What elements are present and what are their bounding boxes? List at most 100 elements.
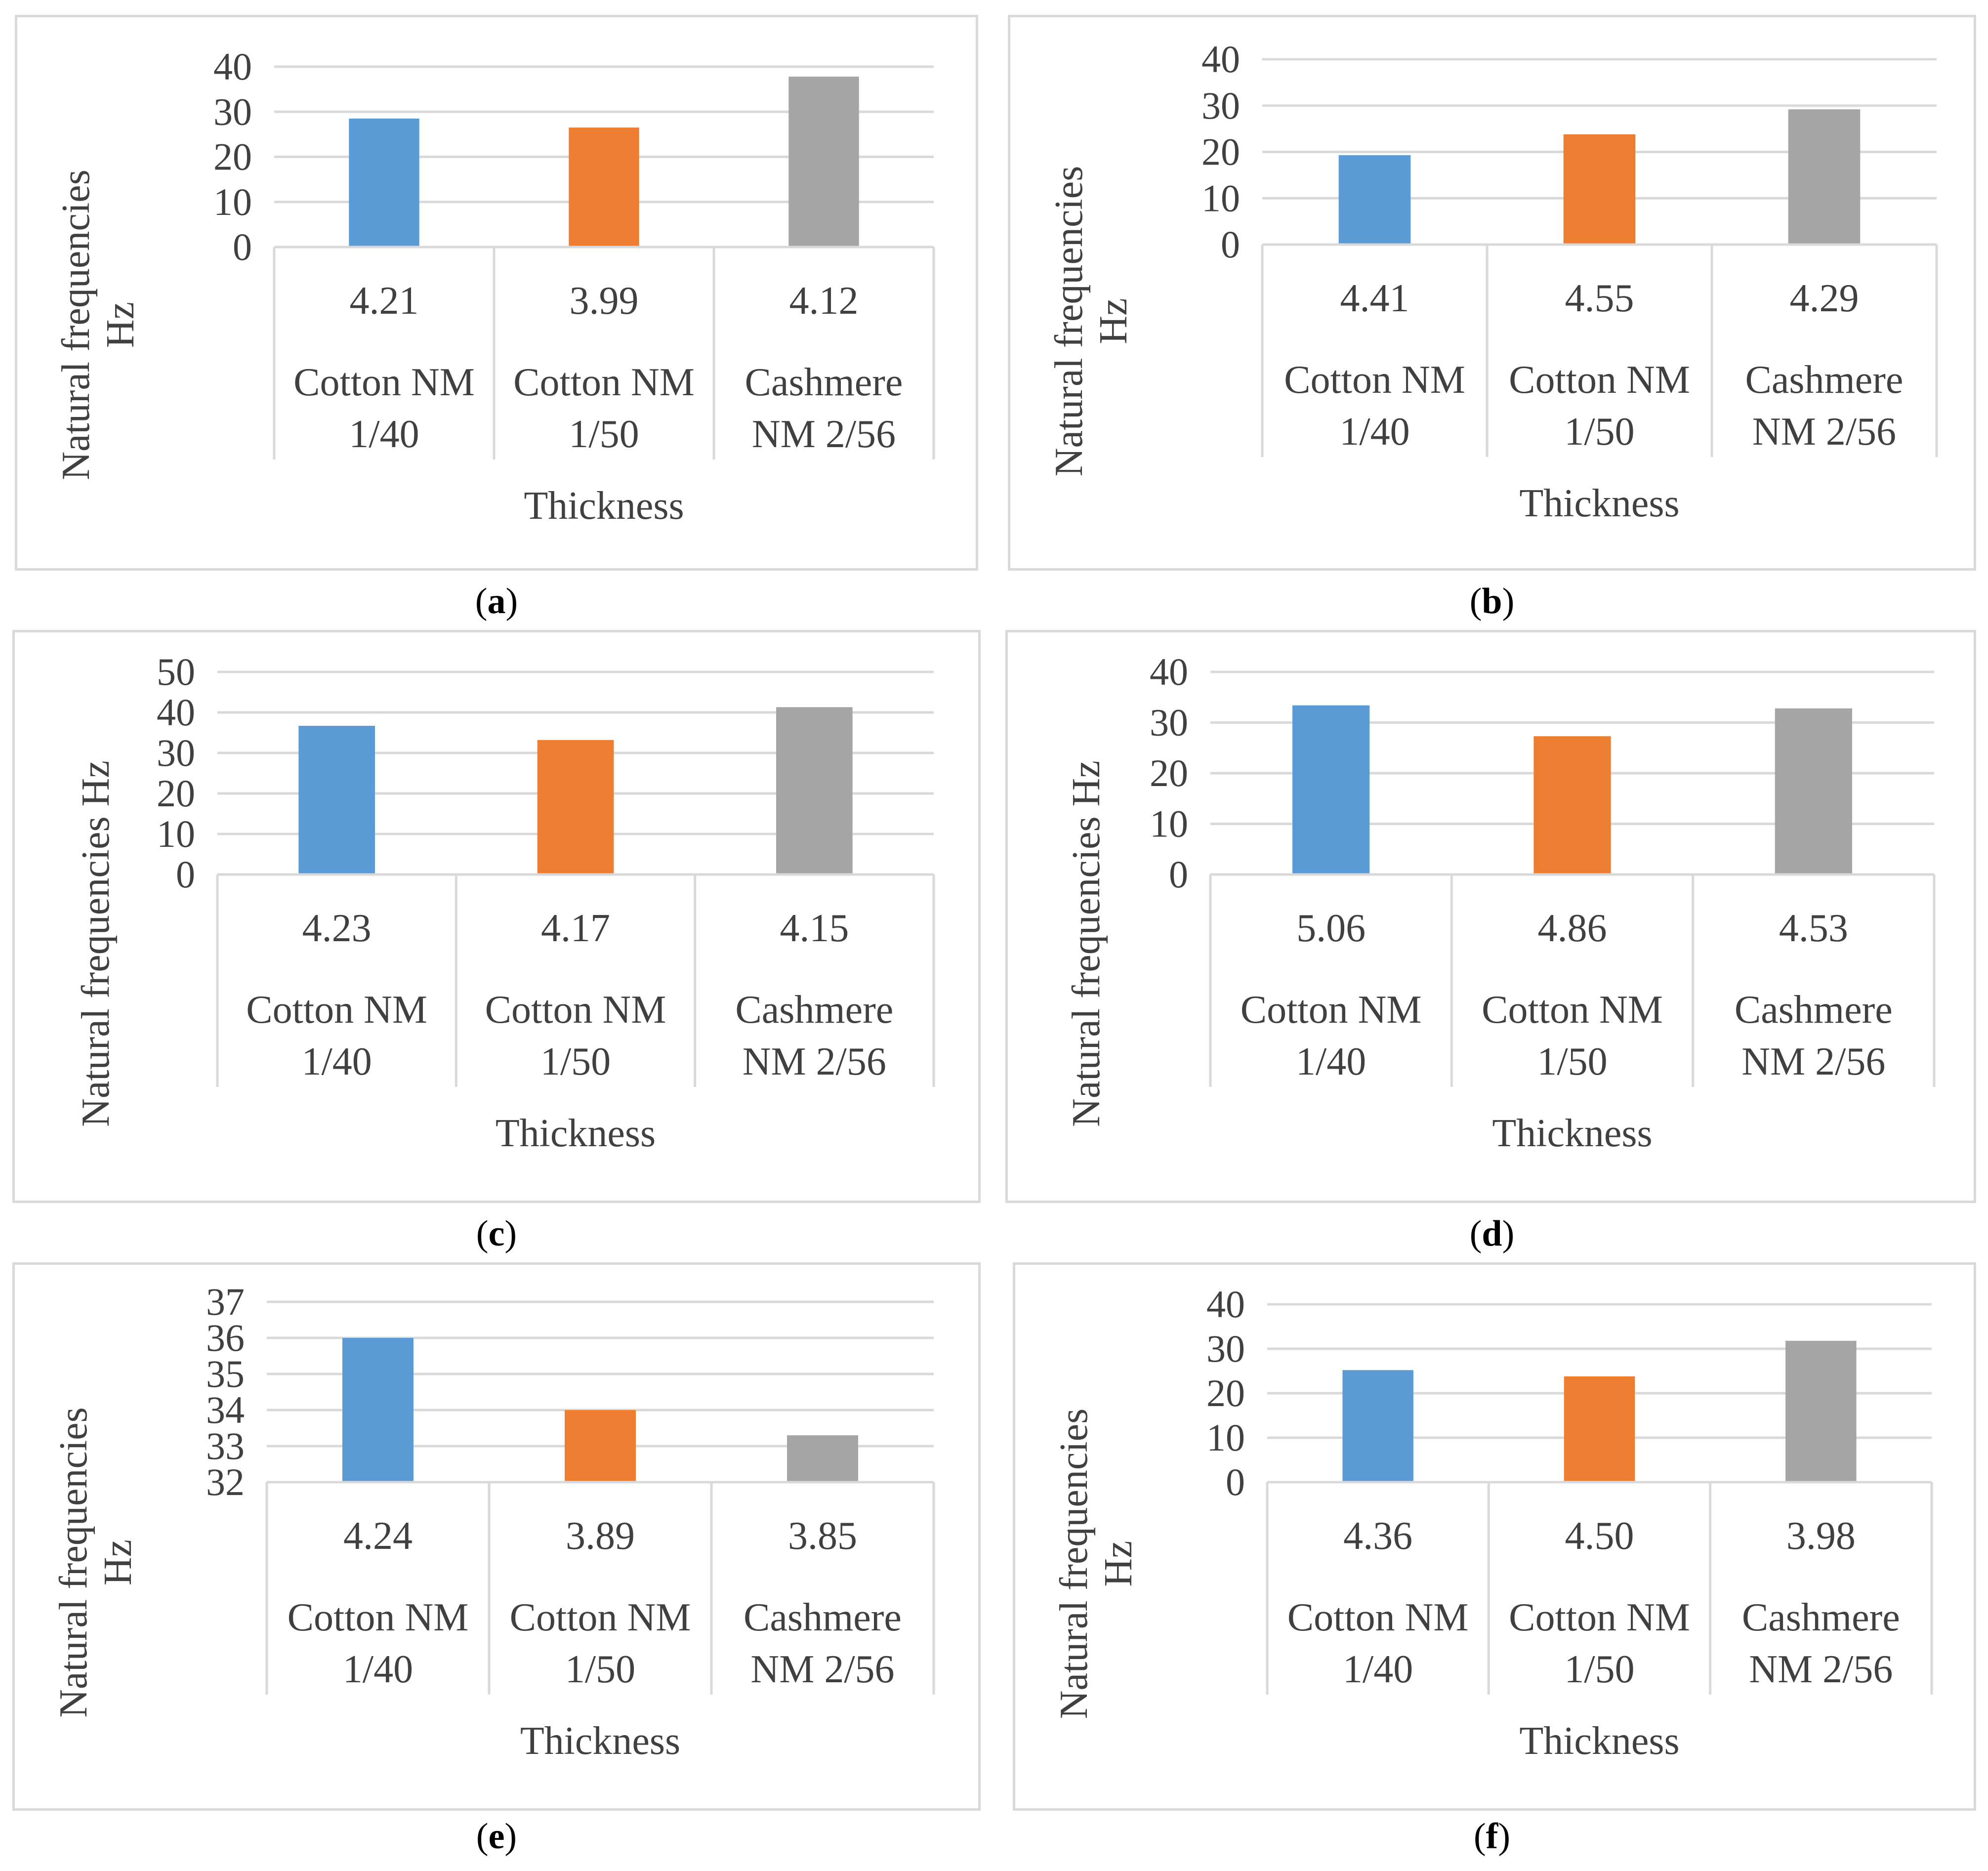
x-axis-title-d: Thickness	[1492, 1112, 1652, 1155]
y-axis-title-b: Natural frequenciesHz	[1047, 166, 1135, 477]
x-category-name-e-0-0: Cotton NM	[288, 1596, 469, 1639]
chart-panel-d: 0 10 20 30 40 Natural frequencies Hz 5.06 Cotto…	[1005, 630, 1976, 1203]
bar-f-2	[1785, 1340, 1857, 1482]
bar-f-1	[1564, 1376, 1635, 1482]
y-tick-label-d-0: 0	[1169, 853, 1188, 896]
x-category-value-d-0: 5.06	[1296, 907, 1366, 950]
x-category-value-c-2: 4.15	[780, 907, 849, 950]
x-category-name-a-0-1: 1/40	[349, 413, 419, 456]
bar-e-1	[565, 1410, 636, 1482]
x-category-name-f-0-1: 1/40	[1343, 1648, 1413, 1691]
y-tick-label-a-2: 20	[213, 135, 252, 178]
y-axis-title-d: Natural frequencies Hz	[1065, 760, 1108, 1127]
x-category-value-c-0: 4.23	[302, 907, 372, 950]
x-category-name-d-2-0: Cashmere	[1735, 988, 1893, 1032]
y-tick-label-e-0: 32	[206, 1460, 245, 1503]
x-category-name-e-1-0: Cotton NM	[510, 1596, 691, 1639]
x-category-name-b-1-1: 1/50	[1564, 410, 1634, 454]
y-tick-label-f-3: 30	[1206, 1327, 1245, 1370]
x-category-value-a-2: 4.12	[789, 279, 859, 323]
chart-panel-f: 0 10 20 30 40 Natural frequenciesHz 4.36 Cotton…	[1013, 1262, 1976, 1811]
caption-b: (b)	[1469, 581, 1515, 622]
y-tick-label-e-3: 35	[206, 1352, 245, 1395]
x-category-name-b-0-0: Cotton NM	[1284, 358, 1465, 402]
y-axis-title-f: Natural frequenciesHz	[1052, 1409, 1140, 1719]
x-category-name-b-1-0: Cotton NM	[1509, 358, 1690, 402]
x-axis-title-a: Thickness	[524, 484, 684, 528]
y-tick-label-a-0: 0	[233, 225, 252, 268]
x-category-name-d-1-0: Cotton NM	[1482, 988, 1663, 1032]
x-category-name-b-2-0: Cashmere	[1745, 358, 1904, 402]
y-tick-label-b-4: 40	[1201, 38, 1240, 81]
x-category-name-f-1-0: Cotton NM	[1509, 1596, 1690, 1639]
x-category-value-f-1: 4.50	[1565, 1514, 1634, 1558]
x-category-name-b-2-1: NM 2/56	[1752, 410, 1896, 454]
y-tick-label-b-0: 0	[1221, 223, 1240, 266]
bar-b-0	[1338, 155, 1411, 245]
x-category-name-c-1-0: Cotton NM	[485, 988, 666, 1032]
x-category-name-c-0-1: 1/40	[302, 1040, 372, 1083]
chart-panel-b: 0 10 20 30 40 Natural frequenciesHz 4.41 Cotton…	[1008, 15, 1976, 571]
y-tick-label-b-2: 20	[1201, 130, 1240, 173]
chart-d-svg: 0 10 20 30 40 Natural frequencies Hz 5.06 Cotto…	[1065, 650, 1936, 1155]
x-category-value-b-0: 4.41	[1340, 277, 1409, 320]
bar-b-1	[1563, 134, 1636, 245]
x-category-name-d-2-1: NM 2/56	[1741, 1040, 1885, 1083]
y-tick-label-a-3: 30	[213, 90, 252, 133]
x-category-name-e-0-1: 1/40	[343, 1648, 413, 1691]
y-tick-label-b-3: 30	[1201, 84, 1240, 127]
x-category-name-d-0-1: 1/40	[1296, 1040, 1366, 1083]
y-tick-label-b-1: 10	[1201, 176, 1240, 219]
y-tick-label-e-1: 33	[206, 1424, 245, 1467]
y-tick-label-c-4: 40	[157, 691, 195, 734]
x-category-name-d-0-0: Cotton NM	[1241, 988, 1422, 1032]
bar-d-2	[1775, 708, 1852, 874]
x-category-value-e-2: 3.85	[788, 1514, 857, 1558]
x-category-name-c-1-1: 1/50	[540, 1040, 611, 1083]
y-tick-label-f-0: 0	[1226, 1460, 1245, 1503]
y-tick-label-d-4: 40	[1150, 650, 1188, 693]
y-tick-label-c-0: 0	[176, 853, 195, 896]
x-category-value-d-2: 4.53	[1779, 907, 1848, 950]
bar-b-2	[1788, 109, 1861, 245]
x-category-value-e-1: 3.89	[566, 1514, 635, 1558]
bar-c-0	[298, 726, 375, 874]
bar-e-2	[787, 1435, 858, 1482]
caption-e: (e)	[476, 1816, 517, 1857]
bar-d-0	[1292, 705, 1370, 874]
bar-a-1	[569, 127, 639, 247]
y-tick-label-d-1: 10	[1150, 802, 1188, 845]
y-tick-label-e-4: 36	[206, 1316, 245, 1359]
x-category-name-d-1-1: 1/50	[1537, 1040, 1607, 1083]
y-tick-label-f-2: 20	[1206, 1372, 1245, 1414]
x-category-name-c-2-0: Cashmere	[735, 988, 893, 1032]
x-category-name-c-0-0: Cotton NM	[246, 988, 427, 1032]
y-tick-label-f-4: 40	[1206, 1283, 1245, 1326]
y-axis-title-a: Natural frequenciesHz	[54, 169, 142, 480]
x-category-value-b-1: 4.55	[1565, 277, 1634, 320]
bar-e-0	[342, 1338, 414, 1482]
y-tick-label-c-5: 50	[157, 650, 195, 693]
x-category-value-f-0: 4.36	[1343, 1514, 1412, 1558]
x-category-name-a-2-0: Cashmere	[745, 361, 903, 404]
x-category-name-a-1-1: 1/50	[569, 413, 639, 456]
y-tick-label-f-1: 10	[1206, 1416, 1245, 1459]
x-category-value-e-0: 4.24	[343, 1514, 413, 1558]
x-axis-title-e: Thickness	[520, 1719, 680, 1763]
y-tick-label-e-5: 37	[206, 1280, 245, 1323]
x-category-name-e-2-0: Cashmere	[744, 1596, 902, 1639]
y-tick-label-c-1: 10	[157, 812, 195, 855]
caption-f: (f)	[1474, 1816, 1510, 1857]
x-category-name-a-1-0: Cotton NM	[513, 361, 695, 404]
chart-panel-c: 0 10 20 30 40 50 Natural frequencies Hz 4.23 Cot…	[12, 630, 981, 1203]
x-category-value-d-1: 4.86	[1538, 907, 1607, 950]
x-category-value-a-1: 3.99	[570, 279, 639, 323]
y-axis-title-e: Natural frequenciesHz	[52, 1407, 140, 1718]
x-category-name-f-2-0: Cashmere	[1742, 1596, 1900, 1639]
caption-a: (a)	[475, 581, 518, 622]
x-category-name-e-2-1: NM 2/56	[750, 1648, 894, 1691]
chart-panel-a: 0 10 20 30 40 Natural frequenciesHz 4.21 Cotton…	[15, 15, 978, 571]
bar-a-0	[349, 118, 419, 247]
